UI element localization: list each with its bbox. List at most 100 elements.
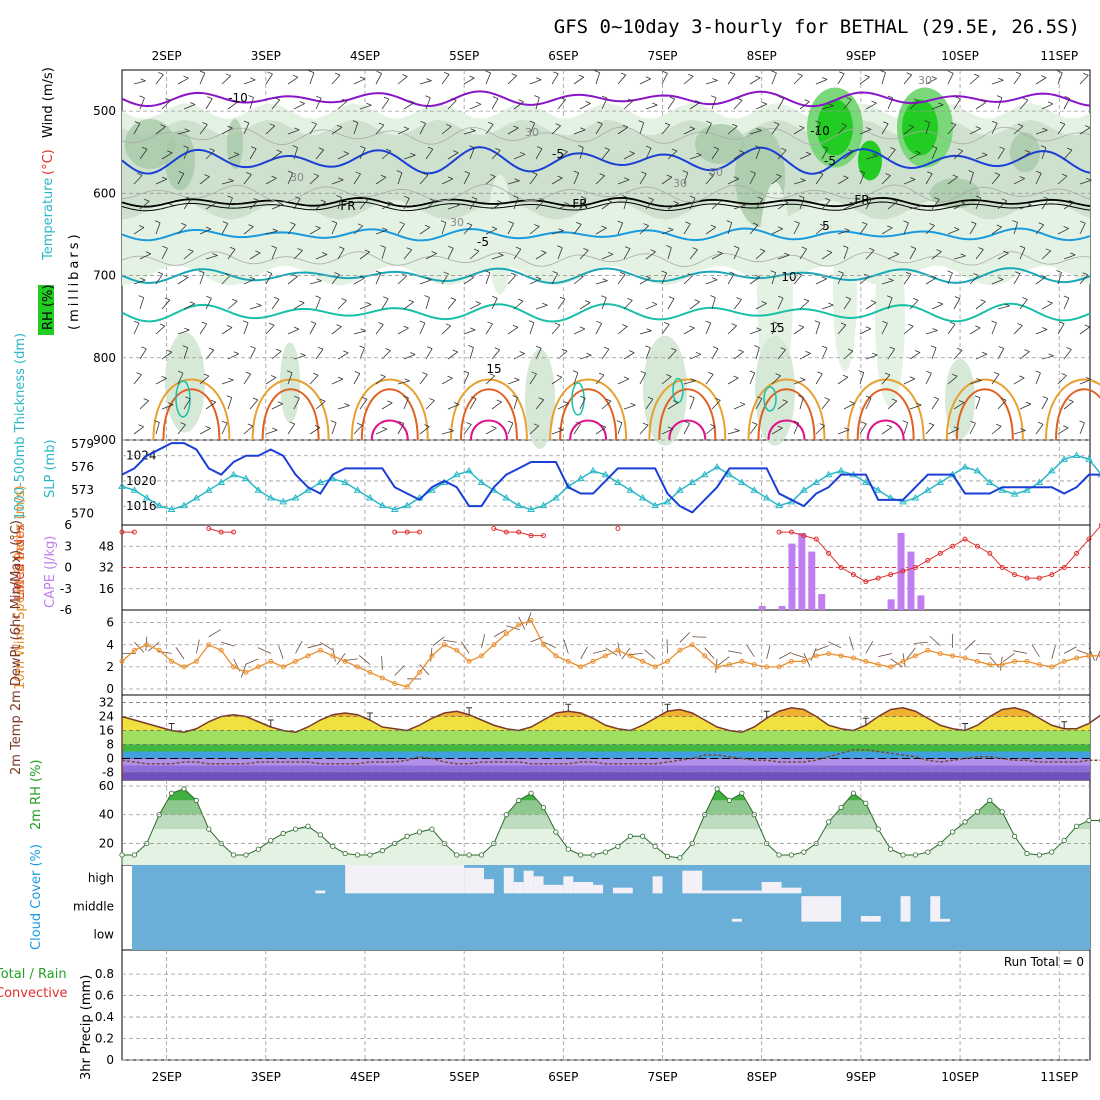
wind-barb: [485, 272, 491, 285]
wind-barb: [161, 404, 174, 410]
li-point: [1086, 536, 1092, 542]
rh-point: [826, 819, 832, 825]
wind-barb: [441, 126, 452, 135]
thickness-point: [812, 478, 821, 485]
thickness-point: [762, 493, 771, 501]
wind-barb: [815, 122, 821, 135]
wind-barb-flag: [819, 423, 825, 427]
wind-barb: [727, 430, 740, 435]
wind-barb: [381, 150, 392, 160]
rh-point: [850, 790, 857, 796]
wind-barb: [375, 428, 388, 435]
wind-barb: [485, 72, 492, 85]
wind-barb-flag: [770, 270, 776, 273]
wind-barb: [689, 249, 698, 260]
wind-barb: [557, 403, 569, 410]
wind-barb-flag: [448, 428, 454, 432]
wind-barb-10m: [419, 664, 430, 676]
wind-barb-flag: [443, 271, 449, 275]
thickness-point: [961, 463, 969, 470]
wind-barb-flag: [641, 171, 647, 175]
wind-barb: [771, 228, 783, 235]
thickness-point: [973, 466, 982, 474]
wind-barb: [573, 129, 586, 135]
wind-barb: [689, 197, 696, 210]
wind-barb-10m: [644, 649, 656, 660]
wind-speed-point: [553, 653, 559, 659]
wind-barb: [425, 400, 435, 410]
wind-barb: [469, 103, 482, 110]
wind-barb: [859, 372, 865, 385]
thickness-point: [713, 463, 721, 470]
wind-barb-flag: [554, 322, 561, 326]
wind-barb: [997, 252, 1009, 260]
rh-point: [999, 809, 1005, 815]
wind-barb: [639, 225, 649, 235]
wind-speed-point: [962, 655, 968, 661]
wind-barb: [309, 175, 320, 185]
wind-barb: [1079, 274, 1089, 285]
wind-barb: [139, 348, 147, 360]
rh-tick: 40: [99, 808, 114, 822]
warm-contour: [747, 378, 826, 441]
wind-barb-flag: [406, 247, 412, 251]
cloud-cell-high: [464, 867, 484, 894]
wind-barb: [425, 148, 434, 160]
rh-tick: 60: [99, 779, 114, 793]
wind-barb-flag: [666, 245, 672, 248]
wind-barb: [639, 373, 646, 385]
wind-barb: [645, 251, 656, 260]
wind-barb: [1013, 73, 1022, 85]
wind-barb: [243, 226, 254, 235]
pressure-tick: 900: [93, 433, 116, 447]
wind-barb: [749, 424, 758, 435]
wind-barb-flag: [562, 149, 568, 153]
wind-barb-flag: [487, 321, 493, 325]
wind-barb: [705, 426, 716, 435]
wind-barb: [837, 429, 850, 435]
wind-barb: [733, 204, 746, 210]
wind-barb: [579, 198, 587, 210]
wind-barb: [595, 323, 602, 335]
wind-barb: [843, 247, 849, 260]
wind-barb-flag: [817, 371, 823, 375]
wind-barb: [771, 72, 777, 85]
contour-label: -10: [228, 91, 248, 105]
wind-barb: [711, 348, 719, 360]
wind-barb: [947, 124, 957, 135]
thickness-point: [614, 478, 622, 485]
wind-barb-flag: [334, 272, 340, 275]
cloud-cell-high: [543, 884, 564, 894]
li-point: [206, 526, 212, 532]
wind-barb: [1057, 375, 1067, 385]
freezing-level-line-2: [121, 201, 1091, 212]
cloud-cell-high: [652, 876, 663, 894]
wind-barb: [947, 176, 958, 185]
wind-speed-point: [193, 658, 199, 664]
wind-barb: [293, 147, 298, 160]
wind-barb-flag: [999, 146, 1005, 150]
wind-barb: [1079, 326, 1090, 335]
rh-point: [1049, 849, 1055, 855]
wind-barb: [623, 300, 633, 310]
wind-barb-flag: [337, 376, 344, 380]
wind-barb: [969, 223, 977, 235]
rh-point: [974, 809, 981, 815]
rh-blob: [227, 119, 243, 169]
wind-barb: [689, 397, 695, 410]
wind-barb: [573, 172, 580, 185]
wind-barb: [711, 400, 721, 410]
ylabel-wind: Wind (m/s): [41, 67, 56, 138]
isotherm-15-blob: [763, 386, 777, 412]
rh-point: [788, 852, 795, 858]
li-point: [801, 533, 807, 539]
wind-barb-10m: [257, 647, 271, 654]
wind-barb: [881, 72, 886, 85]
wind-barb-flag: [1068, 399, 1074, 402]
wind-barb-flag: [668, 296, 675, 299]
wind-barb-10m: [245, 658, 259, 665]
wind-barb-flag: [184, 128, 190, 132]
wind-speed-point: [541, 642, 547, 648]
wind-barb: [183, 398, 191, 410]
rh-point: [305, 823, 311, 829]
